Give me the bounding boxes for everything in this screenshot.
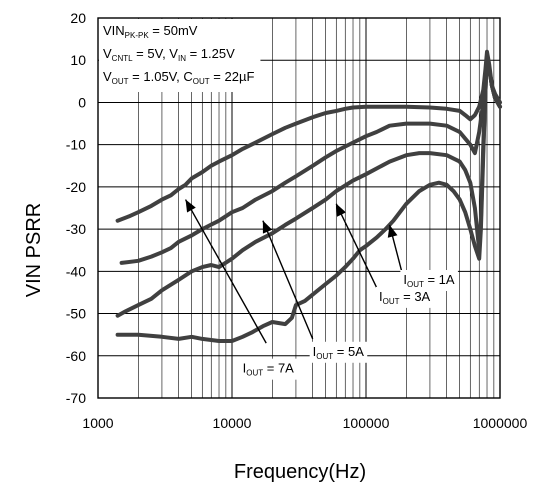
arrow-shaft: [335, 203, 380, 293]
series-label: IOUT = 7A: [243, 361, 295, 378]
y-tick-label: -40: [66, 263, 86, 279]
label-box: [309, 341, 368, 363]
y-tick-label: -20: [66, 179, 86, 195]
subscript: OUT: [112, 77, 129, 86]
subscript: OUT: [407, 280, 424, 289]
y-tick-label: 0: [78, 94, 86, 110]
condition-line: VINPK-PK = 50mV: [103, 23, 198, 40]
x-tick-label: 1000000: [473, 415, 528, 431]
x-tick-label: 100000: [343, 415, 390, 431]
arrow-shaft: [262, 220, 314, 340]
y-tick-label: 10: [70, 52, 86, 68]
y-tick-label: -30: [66, 221, 86, 237]
text-run: = 1A: [424, 272, 455, 287]
subscript: OUT: [246, 369, 263, 378]
series-line: [115, 49, 502, 223]
text-run: = 5V, V: [133, 46, 179, 61]
arrow-head: [387, 224, 398, 238]
series-label: IOUT = 1A: [403, 272, 455, 289]
series-label: IOUT = 3A: [379, 289, 431, 306]
condition-line: VCNTL = 5V, VIN = 1.25V: [103, 46, 235, 63]
x-axis-title: Frequency(Hz): [234, 461, 366, 483]
text-run: I: [379, 289, 383, 304]
condition-line: VOUT = 1.05V, COUT = 22µF: [103, 69, 254, 86]
y-tick-label: -10: [66, 137, 86, 153]
y-tick-label: -70: [66, 390, 86, 406]
subscript: IN: [178, 54, 186, 63]
plot-frame: [97, 17, 501, 399]
tick-labels: 1000 10000 100000 1000000 20 10 0 -10 -20 -30 -40 -…: [66, 10, 528, 431]
x-tick-label: 10000: [213, 415, 252, 431]
arrow-head: [262, 220, 273, 234]
text-run: = 22µF: [210, 69, 255, 84]
label-box: [400, 270, 458, 291]
series-lines: [115, 49, 502, 343]
conditions-background: [99, 19, 261, 92]
arrow-head: [185, 199, 196, 213]
text-run: I: [403, 272, 407, 287]
y-tick-label: 20: [70, 10, 86, 26]
text-run: = 50mV: [149, 23, 198, 38]
arrow-head: [336, 203, 346, 217]
subscript: PK-PK: [125, 31, 150, 40]
text-run: = 5A: [333, 344, 364, 359]
y-tick-label: -50: [66, 306, 86, 322]
y-tick-label: -60: [66, 348, 86, 364]
x-tick-label: 1000: [82, 415, 113, 431]
subscript: CNTL: [112, 54, 133, 63]
series-line: [115, 54, 502, 343]
series-label: IOUT = 5A: [313, 344, 365, 361]
text-run: I: [313, 344, 317, 359]
annotation-arrows: [184, 199, 405, 344]
subscript: OUT: [316, 352, 333, 361]
text-run: = 1.25V: [186, 46, 235, 61]
text-run: = 7A: [263, 361, 294, 376]
text-run: = 3A: [400, 289, 431, 304]
text-run: = 1.05V, C: [129, 69, 193, 84]
label-box: [239, 358, 298, 380]
y-axis-title: VIN PSRR: [23, 203, 45, 297]
subscript: OUT: [193, 77, 210, 86]
text-run: V: [103, 69, 112, 84]
plot-border: [97, 17, 501, 399]
subscript: OUT: [383, 297, 400, 306]
text-run: VIN: [103, 23, 125, 38]
text-run: V: [103, 46, 112, 61]
text-run: I: [243, 361, 247, 376]
arrow-shaft: [184, 199, 267, 344]
label-box: [375, 286, 434, 308]
